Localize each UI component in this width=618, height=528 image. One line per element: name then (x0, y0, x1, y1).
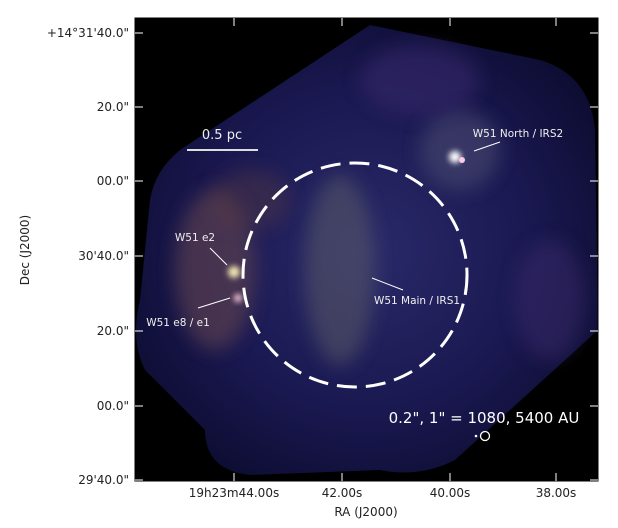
x-axis-label: RA (J2000) (334, 505, 397, 519)
beam-small (474, 434, 478, 438)
x-tick-label: 38.00s (536, 486, 577, 500)
y-tick-label: 00.0" (97, 399, 129, 413)
beam-label: 0.2", 1" = 1080, 5400 AU (389, 409, 580, 427)
annotation: W51 Main / IRS1 (374, 295, 460, 307)
y-tick-label: +14°31'40.0" (47, 26, 129, 40)
arrow (197, 297, 231, 309)
arrow (371, 277, 404, 291)
y-tick-label: 30'40.0" (78, 249, 129, 263)
annotation: W51 e2 (175, 232, 215, 244)
region-circle (241, 161, 469, 389)
annotation: W51 e8 / e1 (146, 317, 210, 329)
beam-large (479, 430, 491, 442)
y-tick-label: 20.0" (97, 324, 129, 338)
y-axis-label: Dec (J2000) (18, 215, 32, 285)
y-tick-label: 20.0" (97, 100, 129, 114)
y-tick-label: 29'40.0" (78, 473, 129, 487)
sky-image (136, 25, 598, 475)
arrow (473, 141, 501, 152)
x-tick-label: 19h23m44.00s (189, 486, 279, 500)
scale-bar-label: 0.5 pc (202, 128, 242, 143)
arrow (209, 247, 228, 266)
x-tick-label: 40.00s (430, 486, 471, 500)
ticks: 19h23m44.00s 42.00s 40.00s 38.00s +14°31'40.… (47, 18, 598, 500)
annotation: W51 North / IRS2 (473, 128, 563, 140)
plot-frame (134, 17, 599, 482)
y-tick-label: 00.0" (97, 174, 129, 188)
x-tick-label: 42.00s (322, 486, 363, 500)
